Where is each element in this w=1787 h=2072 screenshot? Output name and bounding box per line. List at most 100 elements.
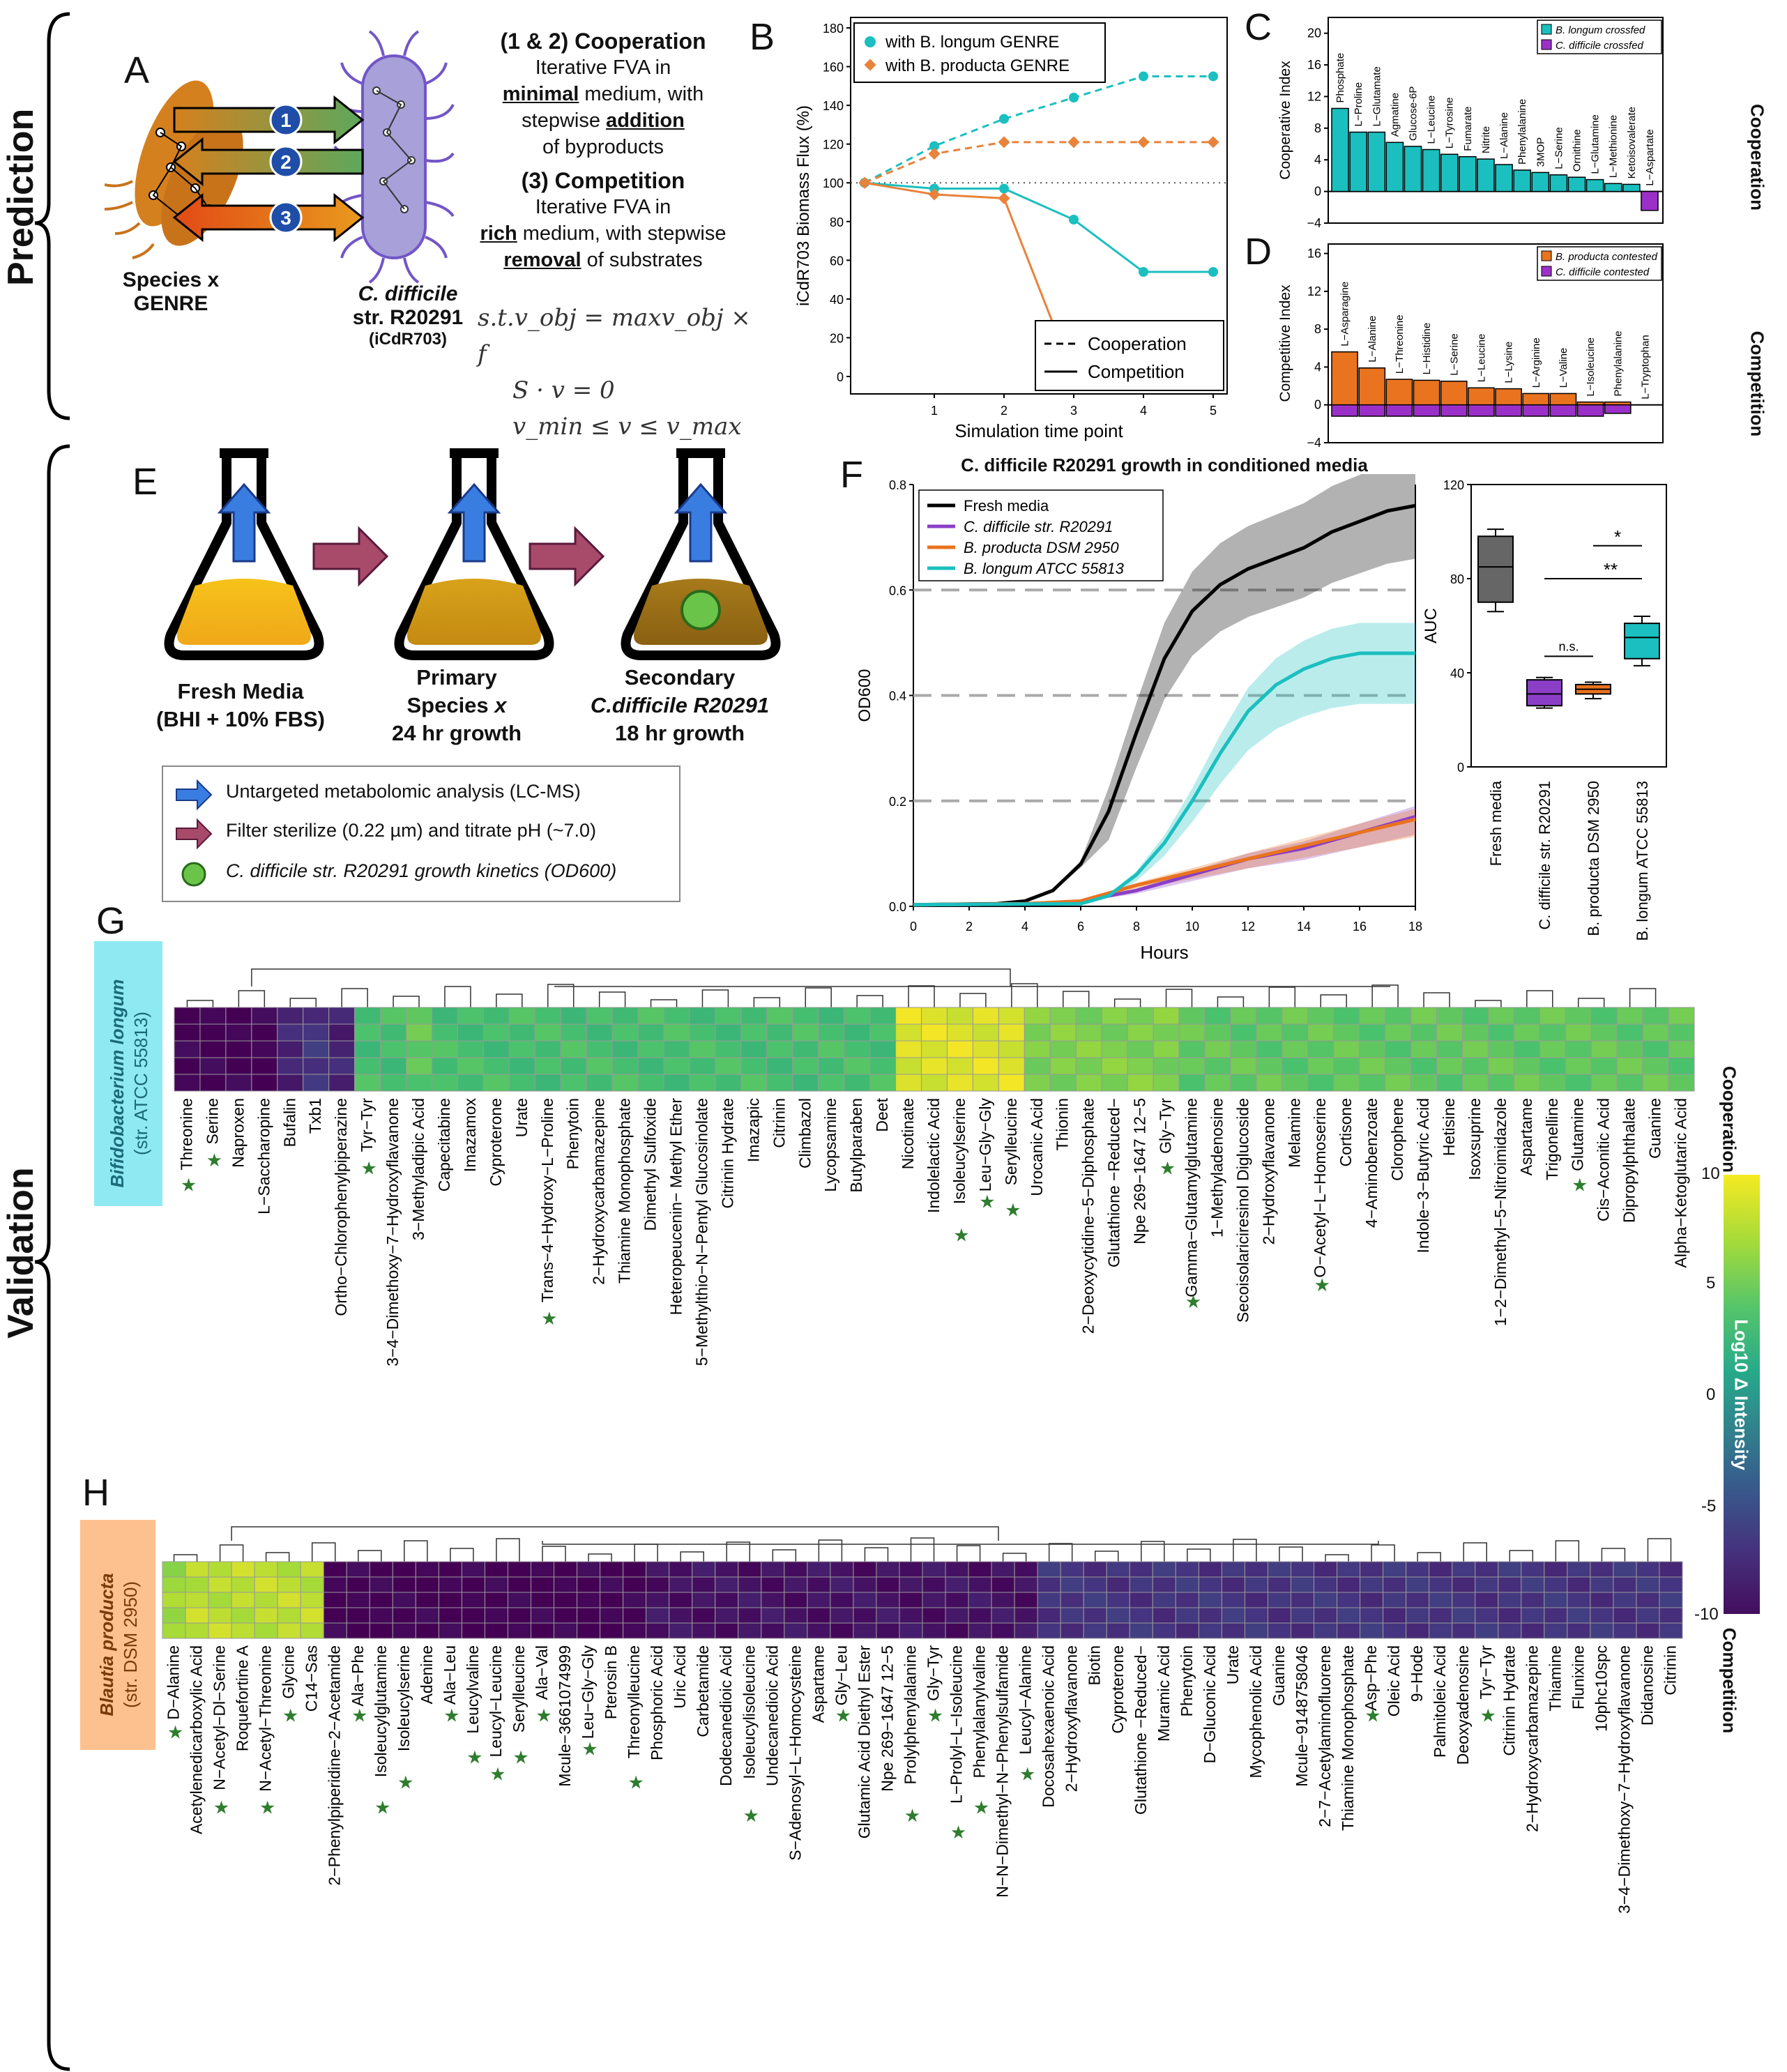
heatmap-cell bbox=[1429, 1607, 1453, 1624]
heatmap-cell bbox=[1129, 1561, 1153, 1578]
metabolite-label: L−Prolyl−L−Isoleucine bbox=[948, 1645, 966, 1804]
heatmap-cell bbox=[277, 1622, 301, 1639]
heatmap-cell bbox=[554, 1561, 578, 1578]
dendro-branch bbox=[186, 1000, 214, 1007]
heatmap-cell bbox=[346, 1622, 370, 1639]
metabolite-label: Guanine bbox=[1646, 1098, 1664, 1159]
c-difficile-label: C. difficile str. R20291 (iCdR703) bbox=[352, 282, 464, 349]
heatmap-cell bbox=[853, 1592, 877, 1608]
metabolite-label: Ala−Leu bbox=[441, 1645, 459, 1705]
heatmap-cell bbox=[1498, 1561, 1522, 1578]
heatmap-cell bbox=[174, 1074, 201, 1092]
legend-filter: Filter sterilize (0.22 µm) and titrate p… bbox=[226, 820, 596, 841]
filter-arrow-1 bbox=[312, 526, 389, 587]
heatmap-cell bbox=[1429, 1592, 1453, 1608]
heatmap-cell bbox=[1616, 1057, 1643, 1075]
heatmap-cell bbox=[844, 1057, 871, 1075]
heatmap-cell bbox=[162, 1561, 186, 1578]
heatmap-cell bbox=[784, 1576, 808, 1593]
heatmap-cell bbox=[303, 1023, 330, 1042]
y-tick-label: 0 bbox=[1457, 761, 1464, 775]
dendro-branch bbox=[341, 988, 368, 1007]
heatmap-cell bbox=[1659, 1607, 1683, 1624]
metabolite-label: Citrinin bbox=[770, 1098, 788, 1148]
x-tick-label: 4 bbox=[1140, 404, 1147, 418]
heatmap-cell bbox=[1659, 1622, 1683, 1639]
heatmap-cell bbox=[1385, 1057, 1412, 1075]
data-point bbox=[1139, 267, 1148, 277]
y-tick-label: 0 bbox=[1314, 185, 1321, 199]
heatmap-cell bbox=[998, 1057, 1025, 1075]
heatmap-cell bbox=[946, 1007, 973, 1025]
metabolite-label: Cis−Aconitic Acid bbox=[1595, 1098, 1613, 1221]
heatmap-cell bbox=[380, 1057, 407, 1075]
heatmap-cell bbox=[1175, 1576, 1199, 1593]
metabolite-label: Phosphoric Acid bbox=[648, 1645, 666, 1760]
heatmap-cell bbox=[623, 1576, 647, 1593]
heatmap-cell bbox=[1475, 1622, 1499, 1639]
heatmap-cell bbox=[438, 1622, 462, 1639]
dendro-branch bbox=[542, 1541, 1379, 1545]
heatmap-cell bbox=[1256, 1074, 1283, 1092]
heatmap-cell bbox=[1106, 1607, 1130, 1624]
heatmap-cell bbox=[1513, 1007, 1540, 1025]
heatmap-cell bbox=[899, 1561, 923, 1578]
dendro-branch bbox=[634, 1544, 658, 1562]
y-tick-label: 40 bbox=[830, 293, 844, 307]
category-label: L−Serine bbox=[1553, 127, 1565, 169]
dendro-branch bbox=[1011, 983, 1038, 1007]
flask-primary-species bbox=[394, 448, 554, 660]
heatmap-cell bbox=[669, 1576, 693, 1593]
heatmap-cell bbox=[251, 1040, 278, 1058]
heatmap-cell bbox=[199, 1040, 227, 1058]
metabolite-label: 4−Aminobenzoate bbox=[1362, 1098, 1381, 1228]
metabolite-label: Butylparaben bbox=[847, 1098, 865, 1193]
heatmap-cell bbox=[1359, 1057, 1386, 1075]
heatmap-cell bbox=[922, 1576, 946, 1593]
heatmap-cell bbox=[895, 1007, 922, 1025]
heatmap-cell bbox=[1452, 1561, 1476, 1578]
metabolite-label: Tyr−Tyr bbox=[358, 1098, 376, 1152]
y-tick-label: 0 bbox=[837, 370, 844, 384]
heatmap-cell bbox=[1101, 1007, 1128, 1025]
metabolite-label: Tyr−Tyr bbox=[1477, 1645, 1495, 1700]
heatmap-cell bbox=[818, 1074, 845, 1092]
dendro-branch bbox=[864, 1547, 889, 1562]
heatmap-cell bbox=[534, 1057, 561, 1075]
heatmap-cell bbox=[1307, 1007, 1334, 1025]
heatmap-cell bbox=[669, 1622, 693, 1639]
heatmap-cell bbox=[1513, 1057, 1540, 1075]
metabolite-label: Trigonelline bbox=[1543, 1098, 1561, 1180]
heatmap-cell bbox=[600, 1622, 624, 1639]
heatmap-cell bbox=[1668, 1007, 1695, 1025]
heatmap-cell bbox=[1410, 1023, 1438, 1042]
dendro-branch bbox=[358, 1550, 382, 1562]
metabolite-label: Serylleucine bbox=[510, 1645, 528, 1732]
metabolite-label: Asp−Phe bbox=[1362, 1645, 1380, 1711]
heatmap-cell bbox=[482, 1023, 510, 1042]
heatmap-cell bbox=[689, 1074, 716, 1092]
legend-entry: C. difficile contested bbox=[1556, 266, 1650, 278]
metabolite-label: L−Saccharopine bbox=[254, 1098, 273, 1214]
heatmap-cell bbox=[1014, 1561, 1038, 1578]
heatmap-cell bbox=[1337, 1576, 1361, 1593]
significance-star: ★ bbox=[904, 1805, 920, 1826]
category-label: L−Alanine bbox=[1498, 112, 1510, 159]
dendro-branch bbox=[680, 1551, 704, 1562]
significance-star: ★ bbox=[374, 1797, 390, 1818]
heatmap-cell bbox=[162, 1592, 186, 1608]
metabolite-label: Isoxsuprine bbox=[1466, 1098, 1484, 1180]
arrow-3 bbox=[172, 192, 365, 243]
heatmap-cell bbox=[1307, 1057, 1334, 1075]
heatmap-cell bbox=[1060, 1622, 1084, 1639]
metabolite-label: Gly−Leu bbox=[832, 1645, 850, 1705]
heatmap-cell bbox=[1230, 1040, 1257, 1058]
heatmap-cell bbox=[766, 1074, 793, 1092]
metabolite-label: Gamma−Glutamylglutamine bbox=[1182, 1098, 1200, 1297]
dendro-branch bbox=[1141, 1541, 1165, 1562]
metabolite-label: Carbetamide bbox=[694, 1645, 712, 1737]
heatmap-cell bbox=[1106, 1622, 1130, 1639]
dendro-branch bbox=[1325, 1554, 1349, 1562]
heatmap-cell bbox=[457, 1040, 484, 1058]
heatmap-cell bbox=[844, 1074, 871, 1092]
